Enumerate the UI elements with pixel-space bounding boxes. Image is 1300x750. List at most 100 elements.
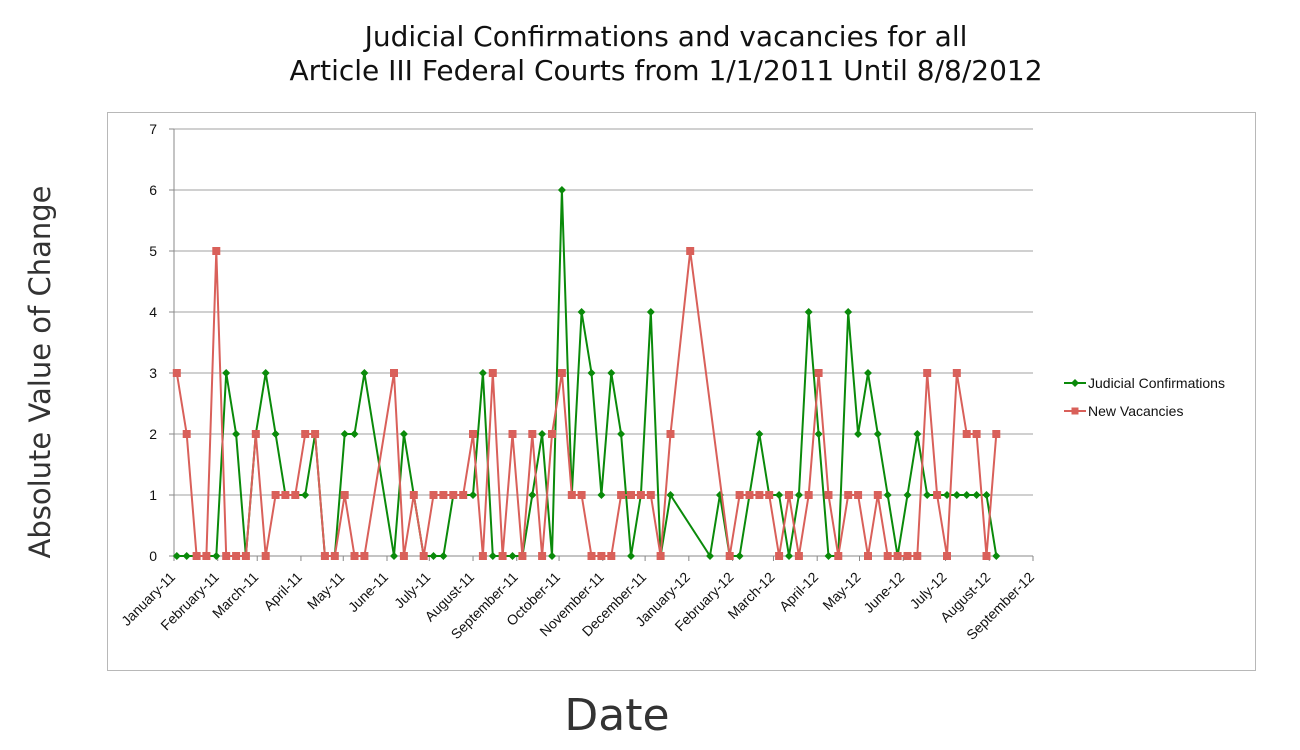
data-point-new-vacancies <box>409 491 418 499</box>
data-point-new-vacancies <box>952 369 961 377</box>
data-point-new-vacancies <box>518 552 527 560</box>
data-point-new-vacancies <box>656 552 665 560</box>
data-point-new-vacancies <box>636 491 645 499</box>
x-tick-label: June-11 <box>345 569 392 616</box>
data-point-new-vacancies <box>202 552 211 560</box>
data-point-new-vacancies <box>232 552 241 560</box>
data-point-new-vacancies <box>212 247 221 255</box>
data-point-new-vacancies <box>439 491 448 499</box>
data-point-judicial-confirmations <box>597 491 606 499</box>
data-point-judicial-confirmations <box>794 491 803 499</box>
data-point-judicial-confirmations <box>923 491 932 499</box>
data-point-new-vacancies <box>557 369 566 377</box>
data-point-judicial-confirmations <box>587 369 596 377</box>
data-point-new-vacancies <box>222 552 231 560</box>
data-point-new-vacancies <box>735 491 744 499</box>
data-point-new-vacancies <box>251 430 260 438</box>
data-point-judicial-confirmations <box>439 552 448 560</box>
data-point-new-vacancies <box>834 552 843 560</box>
data-point-new-vacancies <box>627 491 635 499</box>
data-point-judicial-confirmations <box>488 552 497 560</box>
legend-item-judicial-confirmations: Judicial Confirmations <box>1064 369 1225 397</box>
y-axis-title: Absolute Value of Change <box>23 185 57 559</box>
x-tick-label: July-12 <box>906 569 949 612</box>
data-point-judicial-confirmations <box>775 491 784 499</box>
data-point-judicial-confirmations <box>854 430 863 438</box>
data-point-new-vacancies <box>933 491 942 499</box>
data-point-judicial-confirmations <box>172 552 181 560</box>
data-point-new-vacancies <box>587 552 596 560</box>
series-line-new-vacancies <box>175 250 998 557</box>
data-point-judicial-confirmations <box>478 369 487 377</box>
data-point-judicial-confirmations <box>182 552 191 560</box>
data-point-judicial-confirmations <box>913 430 922 438</box>
data-point-judicial-confirmations <box>528 491 537 499</box>
data-point-judicial-confirmations <box>646 308 655 316</box>
data-point-new-vacancies <box>508 430 517 438</box>
data-point-new-vacancies <box>538 552 547 560</box>
data-point-judicial-confirmations <box>666 491 675 499</box>
data-point-new-vacancies <box>350 552 359 560</box>
data-point-judicial-confirmations <box>261 369 270 377</box>
data-point-judicial-confirmations <box>399 430 408 438</box>
data-point-new-vacancies <box>548 430 556 438</box>
data-point-new-vacancies <box>449 491 458 499</box>
x-tick-label: July-11 <box>391 569 434 612</box>
data-point-judicial-confirmations <box>577 308 586 316</box>
data-point-new-vacancies <box>666 430 675 438</box>
y-tick-label: 0 <box>149 548 157 564</box>
data-point-judicial-confirmations <box>755 430 764 438</box>
data-point-new-vacancies <box>182 430 191 438</box>
data-point-judicial-confirmations <box>844 308 853 316</box>
data-point-judicial-confirmations <box>271 430 280 438</box>
data-point-new-vacancies <box>824 491 833 499</box>
y-tick-label: 7 <box>149 121 157 137</box>
data-point-new-vacancies <box>785 491 793 499</box>
data-point-new-vacancies <box>330 552 339 560</box>
data-point-new-vacancies <box>992 430 1001 438</box>
y-tick-label: 1 <box>149 487 157 503</box>
data-point-new-vacancies <box>873 491 882 499</box>
data-point-judicial-confirmations <box>429 552 438 560</box>
plot-frame <box>107 112 1256 671</box>
data-point-new-vacancies <box>311 430 320 438</box>
data-point-judicial-confirmations <box>735 552 744 560</box>
data-point-new-vacancies <box>982 552 991 560</box>
data-point-new-vacancies <box>399 552 408 560</box>
data-point-new-vacancies <box>814 369 823 377</box>
data-point-judicial-confirmations <box>350 430 359 438</box>
x-tick-label: April-12 <box>776 569 822 615</box>
data-point-new-vacancies <box>320 552 329 560</box>
data-point-judicial-confirmations <box>360 369 369 377</box>
data-point-new-vacancies <box>962 430 971 438</box>
data-point-new-vacancies <box>478 552 487 560</box>
data-point-new-vacancies <box>913 552 922 560</box>
legend: Judicial Confirmations New Vacancies <box>1064 369 1225 425</box>
data-point-new-vacancies <box>943 552 951 560</box>
data-point-new-vacancies <box>755 491 764 499</box>
data-point-judicial-confirmations <box>340 430 349 438</box>
y-tick-label: 5 <box>149 243 157 259</box>
data-point-judicial-confirmations <box>864 369 872 377</box>
data-point-new-vacancies <box>686 247 695 255</box>
data-point-judicial-confirmations <box>903 491 912 499</box>
data-point-new-vacancies <box>172 369 181 377</box>
chart-title-line-2: Article III Federal Courts from 1/1/2011… <box>289 54 1043 87</box>
data-point-judicial-confirmations <box>883 491 892 499</box>
data-point-new-vacancies <box>597 552 606 560</box>
x-axis-title: Date <box>564 690 670 741</box>
chart-title-line-1: Judicial Confirmations and vacancies for… <box>364 20 968 53</box>
data-point-judicial-confirmations <box>538 430 547 438</box>
legend-item-new-vacancies: New Vacancies <box>1064 397 1225 425</box>
y-tick-label: 6 <box>149 182 157 198</box>
data-point-new-vacancies <box>429 491 438 499</box>
data-point-new-vacancies <box>864 552 872 560</box>
data-point-judicial-confirmations <box>617 430 626 438</box>
data-point-new-vacancies <box>419 552 428 560</box>
data-point-new-vacancies <box>281 491 290 499</box>
data-point-judicial-confirmations <box>943 491 951 499</box>
data-point-new-vacancies <box>607 552 616 560</box>
data-point-new-vacancies <box>360 552 369 560</box>
x-tick-label: May-11 <box>304 569 348 613</box>
